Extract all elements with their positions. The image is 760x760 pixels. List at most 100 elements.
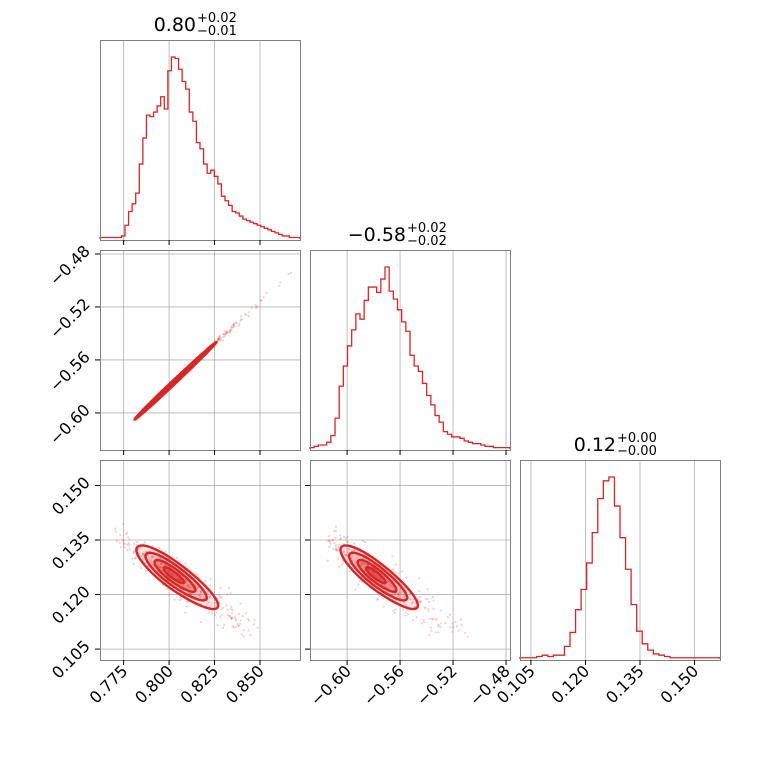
sample-point (219, 338, 222, 342)
contour-line-2-1 (365, 566, 387, 585)
sample-point (167, 571, 171, 574)
sample-point (434, 631, 437, 634)
sample-point (215, 611, 218, 614)
sample-point (122, 540, 125, 543)
sample-point (247, 619, 251, 622)
sample-point (199, 591, 203, 595)
sample-point (348, 548, 351, 551)
y-tick-label: 0.120 (48, 582, 94, 628)
sample-point (363, 565, 366, 569)
sample-point (234, 617, 237, 620)
pair-panel-1-0 (133, 271, 292, 421)
sample-point (186, 600, 189, 603)
sample-point (393, 570, 397, 573)
sample-point (424, 606, 427, 609)
sample-point (430, 629, 433, 632)
sample-point (236, 622, 239, 625)
sample-point (419, 599, 422, 603)
sample-point (199, 590, 202, 593)
sample-point (328, 534, 331, 538)
x-tick-label: −0.52 (413, 661, 461, 709)
sample-point (420, 622, 424, 625)
sample-point (186, 584, 189, 587)
sample-point (412, 619, 415, 622)
sample-point (230, 605, 233, 608)
sample-point (230, 617, 234, 620)
sample-point (216, 337, 219, 340)
sample-point (361, 564, 364, 567)
sample-point (404, 603, 407, 606)
sample-point (397, 594, 400, 597)
sample-point (151, 555, 154, 558)
sample-point (419, 601, 422, 604)
sample-point (342, 550, 345, 553)
sample-point (333, 529, 336, 533)
sample-point (354, 588, 357, 591)
contour-fill-2-0 (145, 552, 207, 601)
sample-point (337, 557, 340, 560)
x-tick-label: 0.850 (222, 661, 268, 707)
sample-point (222, 626, 225, 630)
sample-point (239, 619, 242, 622)
sample-point (220, 337, 223, 341)
sample-point (430, 617, 434, 620)
sample-point (151, 564, 155, 567)
sample-point (341, 559, 344, 562)
sample-point (213, 601, 216, 605)
sample-point (171, 573, 174, 576)
sample-point (229, 331, 232, 334)
contour-fill-2-1 (349, 552, 408, 601)
sample-point (187, 591, 191, 595)
sample-point (334, 549, 337, 552)
sample-point (378, 577, 381, 581)
contour-line-1-0 (160, 373, 184, 396)
panel-frame-0-0 (100, 40, 301, 241)
panel-frame-2-1 (310, 460, 511, 661)
sample-point (168, 570, 171, 573)
sample-point (260, 299, 263, 302)
sample-point (195, 573, 198, 576)
sample-point (346, 535, 349, 539)
sample-point (184, 579, 188, 582)
sample-point (197, 593, 201, 597)
sample-point (213, 339, 216, 342)
contour-line-2-0 (162, 566, 186, 585)
panel-title-value: 0.80 (154, 14, 196, 36)
sample-point (232, 625, 235, 628)
sample-point (231, 326, 234, 329)
sample-point (361, 562, 365, 565)
y-tick-label: 0.135 (48, 527, 94, 573)
sample-point (126, 549, 129, 552)
sample-point (221, 332, 225, 336)
sample-point (432, 607, 435, 611)
sample-point (397, 592, 400, 595)
sample-point (376, 574, 379, 577)
sample-point (427, 609, 430, 613)
sample-point (220, 596, 223, 599)
sample-point (365, 563, 368, 566)
x-tick-label: −0.56 (360, 661, 408, 709)
y-tick-label: −0.48 (46, 241, 94, 289)
panel-frame-2-0 (100, 460, 301, 661)
panel-title-value: −0.58 (348, 224, 406, 246)
sample-point (239, 602, 242, 605)
sample-point (353, 549, 356, 552)
sample-point (404, 611, 407, 614)
sample-point (446, 615, 449, 619)
sample-point (165, 587, 169, 591)
sample-point (159, 566, 163, 569)
sample-point (171, 573, 174, 576)
sample-point (143, 541, 146, 544)
sample-point (397, 593, 400, 597)
sample-point (186, 600, 189, 603)
sample-point (279, 281, 282, 284)
sample-point (373, 574, 376, 577)
sample-point (372, 572, 375, 575)
sample-point (183, 364, 186, 367)
sample-point (124, 532, 128, 536)
sample-point (328, 545, 331, 548)
sample-point (410, 602, 414, 605)
sample-point (128, 548, 131, 551)
pair-panel-2-1 (326, 525, 469, 638)
sample-point (356, 550, 359, 553)
